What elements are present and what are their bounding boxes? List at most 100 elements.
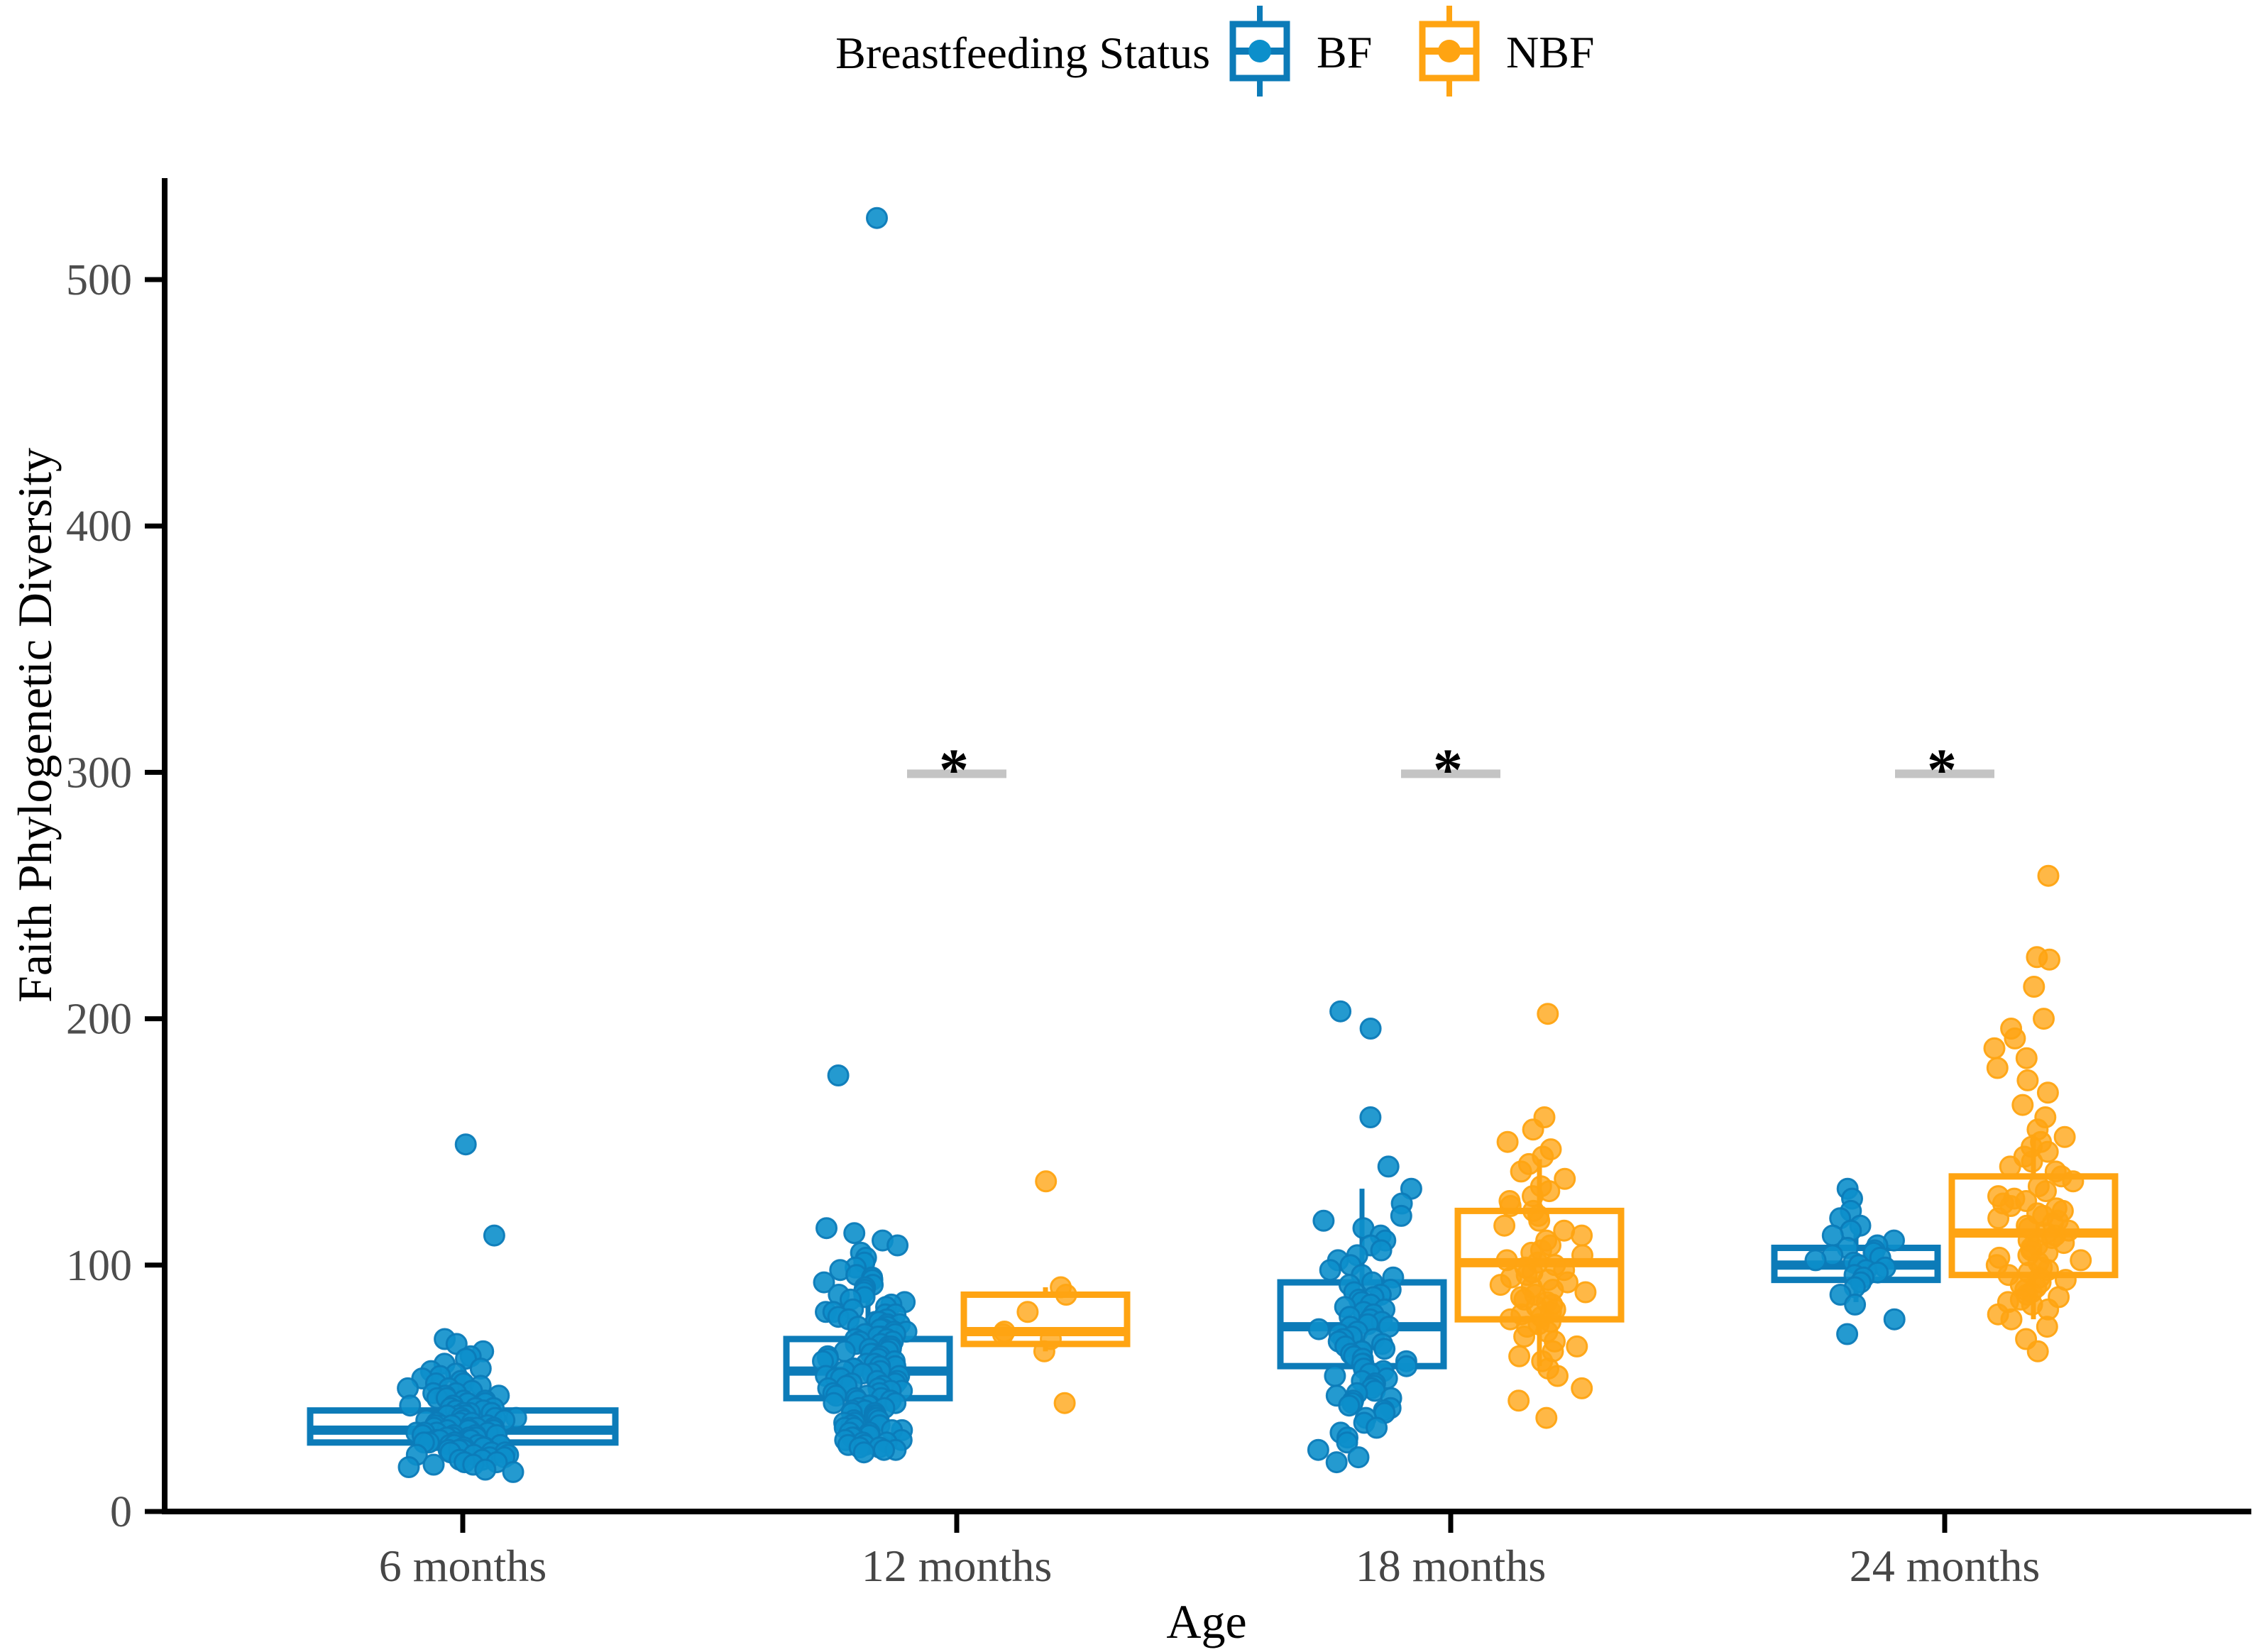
jitter-point-bf: [502, 1460, 525, 1483]
jitter-point-nbf: [1513, 1326, 1536, 1348]
jitter-point-bf: [1836, 1323, 1859, 1345]
jitter-point-nbf: [1987, 1207, 2010, 1230]
significance-18-months: *: [1401, 737, 1500, 803]
jitter-point-nbf: [2062, 1170, 2085, 1193]
jitter-point-bf: [866, 206, 888, 229]
x-axis: 6 months 12 months 18 months 24 months: [379, 1511, 2040, 1591]
jitter-point-nbf: [1489, 1274, 1512, 1296]
jitter-point-nbf: [1508, 1345, 1531, 1367]
jitter-point-bf: [422, 1453, 445, 1476]
jitter-point-nbf: [1571, 1224, 1593, 1247]
significance-bar: [1895, 769, 1994, 778]
jitter-point-nbf: [2038, 948, 2060, 971]
jitter-point-bf: [1336, 1431, 1358, 1454]
jitter-point-bf: [1324, 1365, 1346, 1387]
jitter-point-bf: [1377, 1155, 1400, 1178]
jitter-point-nbf: [1522, 1118, 1544, 1141]
jitter-point-bf: [1883, 1308, 1906, 1331]
jitter-point-nbf: [1571, 1244, 1593, 1267]
jitter-point-nbf: [1508, 1389, 1530, 1412]
jitter-point-nbf: [1983, 1037, 2006, 1059]
jitter-point-nbf: [1574, 1281, 1597, 1304]
jitter-point-nbf: [1537, 1003, 1559, 1025]
jitter-point-nbf: [1053, 1392, 1076, 1414]
jitter-point-bf: [1373, 1338, 1396, 1360]
jitter-point-nbf: [1986, 1057, 2009, 1079]
jitter-point-bf: [1395, 1355, 1418, 1377]
jitter-point-nbf: [2036, 1140, 2059, 1163]
jitter-point-nbf: [2004, 1027, 2026, 1050]
jitter-point-nbf: [1999, 1155, 2021, 1178]
jitter-point-bf: [873, 1438, 895, 1461]
jitter-point-nbf: [2033, 1008, 2055, 1030]
legend-label-bf: BF: [1317, 27, 1372, 77]
jitter-point-nbf: [1571, 1377, 1593, 1399]
legend-key-nbf-icon: [1419, 6, 1480, 97]
jitter-point-nbf: [2036, 1316, 2058, 1338]
jitter-point-nbf: [1493, 1214, 1516, 1237]
jitter-point-nbf: [1566, 1335, 1588, 1358]
jitter-point-bf: [1329, 1000, 1352, 1023]
y-tick-label-500: 500: [66, 256, 132, 304]
jitter-point-nbf: [1035, 1170, 1058, 1193]
y-axis: 0 100 200 300 400 500: [66, 256, 165, 1536]
jitter-point-bf: [1307, 1438, 1329, 1461]
y-tick-label-200: 200: [66, 996, 132, 1044]
significance-24-months: *: [1895, 737, 1994, 803]
jitter-point-nbf: [1535, 1406, 1558, 1429]
jitter-point-bf: [827, 1064, 850, 1086]
jitter-point-bf: [823, 1392, 845, 1414]
significance-bar: [1401, 769, 1500, 778]
jitter-point-bf: [1366, 1416, 1388, 1439]
jitter-point-nbf: [2015, 1047, 2038, 1069]
jitter-point-bf: [483, 1224, 505, 1247]
jitter-point-nbf: [1499, 1195, 1522, 1217]
jitter-point-nbf: [1554, 1167, 1576, 1190]
jitter-point-nbf: [1496, 1130, 1519, 1153]
jitter-point-bf: [1347, 1446, 1370, 1469]
jitter-point-bf: [1359, 1106, 1382, 1128]
y-tick-label-100: 100: [66, 1242, 132, 1290]
jitter-point-nbf: [2070, 1249, 2092, 1272]
y-axis-title: Faith Phylogenetic Diversity: [8, 448, 62, 1003]
jitter-point-nbf: [1055, 1284, 1077, 1306]
x-axis-title: Age: [1166, 1595, 1246, 1648]
x-tick-label-24-months: 24 months: [1850, 1541, 2040, 1591]
jitter-point-bf: [1325, 1451, 1348, 1474]
jitter-point-bf: [474, 1458, 497, 1481]
significance-layer: * * *: [907, 737, 1994, 803]
jitter-point-nbf: [2023, 976, 2045, 998]
jitter-point-nbf: [1510, 1160, 1532, 1183]
jitter-point-nbf: [2035, 1180, 2057, 1203]
jitter-point-nbf: [2037, 864, 2060, 887]
jitter-point-bf: [454, 1133, 477, 1156]
y-tick-label-300: 300: [66, 749, 132, 797]
jitter-point-nbf: [1547, 1365, 1569, 1387]
jitter-point-bf: [852, 1441, 875, 1464]
jitter-point-bf: [1338, 1394, 1361, 1417]
significance-star: *: [939, 737, 969, 803]
legend-label-nbf: NBF: [1506, 27, 1595, 77]
significance-12-months: *: [907, 737, 1006, 803]
x-tick-label-18-months: 18 months: [1356, 1541, 1546, 1591]
jitter-point-nbf: [1033, 1340, 1055, 1362]
jitter-point-bf: [1359, 1018, 1382, 1040]
jitter-point-nbf: [2053, 1125, 2076, 1148]
legend-title: Breastfeeding Status: [835, 28, 1210, 78]
jitter-point-bf: [1307, 1318, 1330, 1340]
jitter-point-bf: [397, 1456, 420, 1478]
jitter-point-bf: [843, 1222, 866, 1245]
jitter-point-bf: [1844, 1293, 1867, 1316]
jitter-point-bf: [813, 1271, 835, 1294]
jitter-point-nbf: [1528, 1209, 1551, 1232]
legend: Breastfeeding Status BF NBF: [835, 6, 1595, 97]
jitter-point-nbf: [2053, 1232, 2075, 1255]
jitter-point-nbf: [2036, 1081, 2059, 1104]
jitter-point-bf: [1390, 1204, 1412, 1227]
jitter-point-bf: [1319, 1259, 1341, 1282]
x-tick-label-6-months: 6 months: [379, 1541, 547, 1591]
jitter-point-bf: [399, 1394, 422, 1417]
x-tick-label-12-months: 12 months: [862, 1541, 1052, 1591]
